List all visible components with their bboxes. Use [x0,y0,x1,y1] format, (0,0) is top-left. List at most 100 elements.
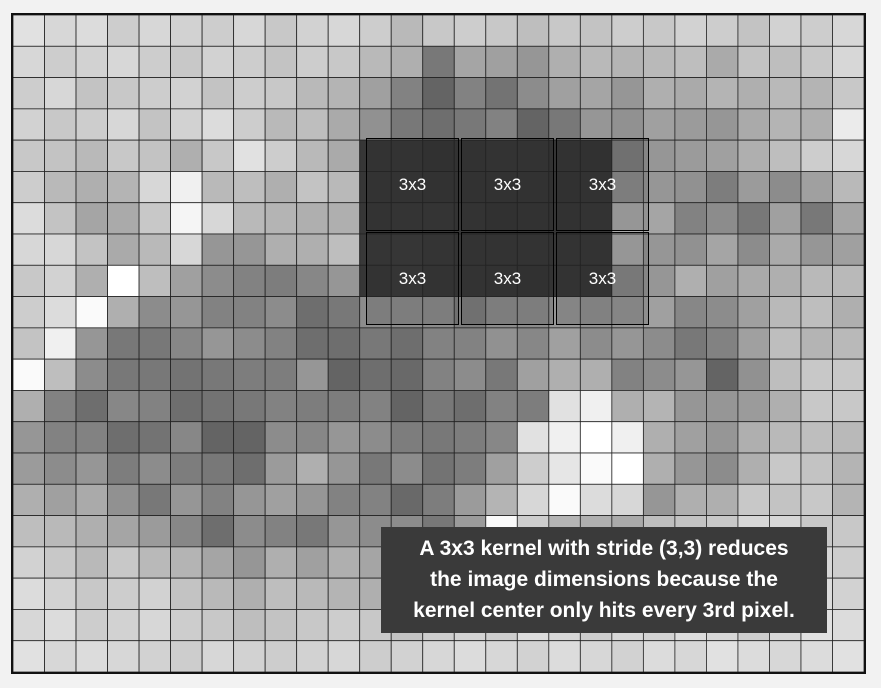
pixel-cell [485,327,518,360]
pixel-cell [359,483,392,516]
pixel-cell [516,390,550,423]
pixel-cell [359,77,392,110]
pixel-cell [327,233,361,266]
pixel-cell [327,171,361,204]
pixel-cell [359,202,392,235]
pixel-cell [390,296,424,329]
pixel-cell [485,139,518,172]
pixel-cell [737,640,770,672]
pixel-cell [233,421,266,454]
pixel-cell [44,296,77,329]
pixel-cell [264,264,298,297]
pixel-cell [706,358,739,391]
pixel-cell [327,77,361,110]
pixel-cell [642,640,676,672]
pixel-cell [44,483,77,516]
pixel-cell [769,15,802,47]
pixel-cell [264,171,298,204]
pixel-cell [327,577,361,610]
pixel-cell [485,390,518,423]
pixel-cell [170,483,203,516]
pixel-cell [233,233,266,266]
pixel-cell [642,108,676,141]
pixel-cell [390,640,424,672]
pixel-cell [390,327,424,360]
pixel-cell [264,77,298,110]
pixel-cell [201,296,235,329]
pixel-cell [327,421,361,454]
pixel-cell [170,546,203,579]
pixel-cell [800,327,833,360]
pixel-cell [264,421,298,454]
pixel-cell [327,45,361,78]
pixel-cell [264,546,298,579]
pixel-cell [769,390,802,423]
pixel-cell [706,327,739,360]
pixel-cell [674,483,707,516]
pixel-cell [75,390,108,423]
pixel-cell [170,171,203,204]
pixel-cell [233,452,266,485]
pixel-cell [832,452,864,485]
pixel-cell [138,77,171,110]
pixel-cell [674,327,707,360]
pixel-cell [170,139,203,172]
pixel-cell [642,358,676,391]
pixel-cell [737,233,770,266]
pixel-cell [548,640,581,672]
pixel-cell [138,390,171,423]
pixel-cell [485,483,518,516]
caption-line: A 3x3 kernel with stride (3,3) reduces [419,537,789,560]
pixel-cell [44,546,77,579]
pixel-cell [453,15,487,47]
pixel-cell [201,421,235,454]
pixel-cell [611,327,644,360]
pixel-cell [264,45,298,78]
pixel-cell [706,139,739,172]
pixel-cell [170,577,203,610]
pixel-cell [75,171,108,204]
pixel-cell [264,483,298,516]
pixel-cell [422,264,455,297]
pixel-cell [832,15,864,47]
pixel-cell [233,264,266,297]
pixel-cell [485,202,518,235]
pixel-cell [264,609,298,642]
pixel-cell [233,296,266,329]
pixel-cell [170,202,203,235]
pixel-cell [832,296,864,329]
pixel-cell [800,390,833,423]
pixel-cell [800,139,833,172]
pixel-cell [327,483,361,516]
pixel-cell [579,202,613,235]
pixel-cell [737,483,770,516]
pixel-cell [296,139,329,172]
pixel-cell [13,77,45,110]
pixel-cell [233,609,266,642]
pixel-cell [296,233,329,266]
pixel-cell [296,515,329,548]
pixel-cell [233,577,266,610]
pixel-cell [75,15,108,47]
pixel-cell [485,45,518,78]
pixel-cell [769,264,802,297]
pixel-cell [422,202,455,235]
pixel-cell [264,202,298,235]
pixel-cell [201,139,235,172]
pixel-cell [485,358,518,391]
pixel-cell [13,296,45,329]
pixel-cell [44,609,77,642]
pixel-cell [579,452,613,485]
pixel-cell [769,452,802,485]
pixel-cell [579,483,613,516]
pixel-cell [107,139,140,172]
pixel-cell [296,577,329,610]
pixel-cell [264,139,298,172]
pixel-cell [44,45,77,78]
pixel-cell [485,108,518,141]
pixel-cell [201,264,235,297]
pixel-cell [107,577,140,610]
pixel-cell [327,202,361,235]
pixel-cell [75,640,108,672]
pixel-cell [264,640,298,672]
